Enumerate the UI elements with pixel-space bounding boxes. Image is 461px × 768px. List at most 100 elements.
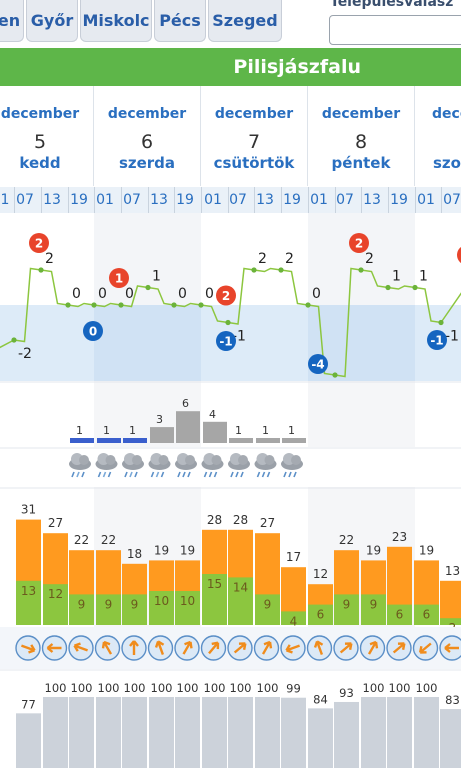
precipitation-bar <box>256 438 280 443</box>
wind-direction-arrow-icon <box>41 635 68 661</box>
wind-mean-label: 12 <box>48 587 63 601</box>
hour-separator <box>308 187 309 213</box>
cloud-cover-bar <box>43 697 68 768</box>
temperature-point <box>225 319 231 326</box>
cloud-cover-bar <box>69 697 94 768</box>
cloud-cover-bar <box>387 697 412 768</box>
wind-chart: 31 13 27 12 22 9 22 9 18 9 19 10 19 10 28 15 28 14 27 9 17 4 1… <box>0 487 461 627</box>
day-column-3[interactable]: december 8 péntek <box>308 86 415 186</box>
hour-label: 07 <box>123 192 141 208</box>
wind-mean-label: 6 <box>317 608 325 622</box>
tab-city-szeged[interactable]: Szeged <box>208 0 282 42</box>
precipitation-bar <box>176 411 200 443</box>
tab-city-pecs[interactable]: Pécs <box>154 0 206 42</box>
wind-direction-arrow-icon <box>333 635 359 661</box>
tab-city-miskolc[interactable]: Miskolc <box>80 0 152 42</box>
city-tab-bar: en Győr Miskolc Pécs Szeged Településvál… <box>0 0 461 48</box>
temperature-point <box>171 302 177 308</box>
temperature-label: 0 <box>125 286 134 302</box>
wind-direction-arrow-icon <box>174 635 200 661</box>
day-column-0[interactable]: december 5 kedd <box>0 86 94 186</box>
hour-label: 07 <box>443 192 461 208</box>
temperature-point <box>438 319 444 326</box>
wind-gust-label: 22 <box>101 533 116 547</box>
temperature-point <box>412 284 418 291</box>
hour-separator <box>281 187 282 213</box>
hour-separator <box>174 187 175 213</box>
hour-label: 01 <box>310 192 328 208</box>
precipitation-bar <box>123 438 147 443</box>
tab-city-0[interactable]: en <box>0 0 24 42</box>
wind-gust-label: 17 <box>286 550 301 564</box>
day-header-row: december 5 kedd december 6 szerda decemb… <box>0 86 461 186</box>
temperature-point <box>358 267 364 273</box>
wind-gust-label: 19 <box>366 543 381 557</box>
wind-mean-bar <box>255 594 280 625</box>
precipitation-bar <box>70 438 94 443</box>
cloud-cover-label: 77 <box>21 697 36 711</box>
settlement-select-label: Településválasz <box>330 0 454 10</box>
wind-direction-arrow-icon <box>253 635 280 661</box>
precipitation-label: 1 <box>262 424 269 437</box>
wind-direction-arrow-icon <box>412 635 439 661</box>
wind-mean-label: 9 <box>131 597 139 611</box>
day-number: 7 <box>247 131 261 153</box>
wind-direction-arrow-icon <box>359 635 386 661</box>
settlement-select-input[interactable] <box>329 15 461 45</box>
wind-mean-label: 14 <box>233 580 248 594</box>
wind-mean-label: 4 <box>290 614 298 627</box>
cloud-cover-bar <box>414 697 439 768</box>
wind-mean-bar <box>361 594 386 625</box>
wind-mean-bar <box>149 591 174 625</box>
cloud-cover-bar <box>175 697 200 768</box>
hour-label: 01 <box>96 192 114 208</box>
wind-mean-bar <box>175 591 200 625</box>
wind-direction-arrow-icon <box>121 635 147 661</box>
cloud-cover-label: 100 <box>230 681 252 695</box>
temperature-point <box>305 302 311 308</box>
hour-separator <box>148 187 149 213</box>
wind-mean-label: 9 <box>343 597 351 611</box>
wind-mean-bar <box>308 604 333 625</box>
cloud-cover-label: 84 <box>313 692 328 706</box>
day-weekday: csütörtök <box>213 154 295 172</box>
cloud-cover-bar <box>308 708 333 768</box>
hour-label: 13 <box>256 192 274 208</box>
hour-separator <box>335 187 336 213</box>
temperature-label: 1 <box>419 269 428 285</box>
cloud-cover-label: 100 <box>363 681 385 695</box>
hour-label: 19 <box>390 192 408 208</box>
precipitation-label: 1 <box>76 424 83 437</box>
wind-mean-bar <box>69 594 94 625</box>
tab-city-gyor[interactable]: Győr <box>26 0 78 42</box>
wind-gust-label: 22 <box>339 533 354 547</box>
hour-row: 1 07 13 19 01 07 13 19 01 07 13 19 01 07 13 19 01 07 <box>0 187 461 213</box>
temperature-label: 0 <box>98 286 107 302</box>
day-column-1[interactable]: december 6 szerda <box>94 86 201 186</box>
wind-mean-label: 9 <box>370 597 378 611</box>
cloud-cover-chart: 77 100 100 100 100 100 100 100 100 100 99 84 93 100 10… <box>0 669 461 768</box>
day-column-4[interactable]: dece szo <box>415 86 461 186</box>
temperature-label: 2 <box>258 251 267 267</box>
wind-mean-label: 2 <box>449 621 457 627</box>
cloud-cover-label: 99 <box>286 682 301 696</box>
hour-separator <box>441 187 442 213</box>
wind-gust-label: 22 <box>74 533 89 547</box>
day-column-2[interactable]: december 7 csütörtök <box>201 86 308 186</box>
wind-direction-arrow-icon <box>200 635 227 661</box>
day-band-below-zero <box>94 305 201 381</box>
temperature-label: -2 <box>18 346 32 362</box>
wind-mean-bar <box>228 577 253 625</box>
hour-label: 1 <box>0 192 10 208</box>
wind-gust-label: 28 <box>233 513 248 527</box>
wind-mean-label: 6 <box>423 608 431 622</box>
max-temp-badge <box>109 268 129 288</box>
temperature-point <box>332 372 338 378</box>
cloud-cover-bar <box>149 697 174 768</box>
wind-direction-arrow-icon <box>280 635 306 661</box>
cloud-cover-bar <box>440 709 461 768</box>
day-weekday: szerda <box>118 154 176 172</box>
temperature-label: -1 <box>445 329 459 345</box>
rain-cloud-icon <box>281 453 303 478</box>
max-temp-badge-label: 2 <box>355 237 363 251</box>
